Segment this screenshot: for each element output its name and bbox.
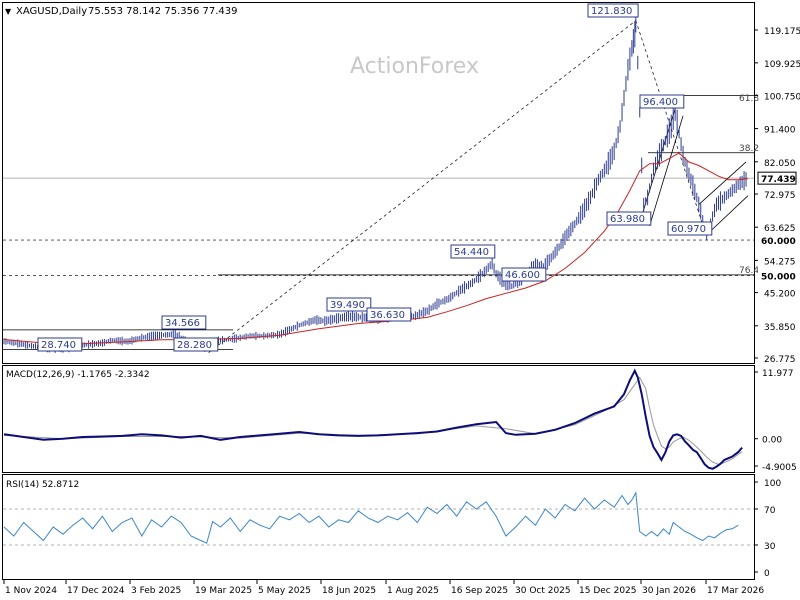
price-annotations: 121.830 96.400 63.980 60.970 54.440 46.600 39.… [37, 3, 713, 352]
annotation-label: 39.490 [326, 297, 372, 312]
channel-line-d [698, 161, 747, 205]
rsi-axis-label: 70 [764, 506, 776, 516]
level-tag-50-box [758, 269, 796, 282]
annotation-text: 28.740 [41, 340, 76, 351]
level-tag-50-text: 50.000 [761, 273, 796, 283]
price-panel: 121.830 96.400 63.980 60.970 54.440 46.600 39.… [3, 3, 759, 353]
macd-panel: MACD(12,26,9) -1.1765 -2.3342 [3, 368, 743, 470]
annotation-text: 60.970 [671, 224, 706, 235]
x-axis-label: 16 Sep 2025 [451, 586, 508, 596]
macd-title: MACD(12,26,9) -1.1765 -2.3342 [6, 370, 150, 380]
annotation-box [450, 244, 496, 259]
annotation-text: 96.400 [643, 97, 678, 108]
annotation-label: 28.280 [173, 337, 219, 352]
header-ohlc: 75.553 78.142 75.356 77.439 [88, 6, 238, 17]
price-axis-label: 54.275 [764, 257, 796, 267]
header-symbol: XAGUSD,Daily [16, 6, 87, 17]
panel-frames [2, 2, 755, 580]
annotation-text: 34.566 [165, 318, 200, 329]
price-axis-label: 119.175 [764, 27, 800, 37]
fib-label-76: 76.4 [739, 266, 759, 276]
annotation-box [173, 337, 219, 352]
x-axis-label: 3 Feb 2025 [131, 586, 181, 596]
x-axis-label: 17 Mar 2026 [707, 586, 764, 596]
trend-dashed-down [635, 20, 708, 237]
annotation-label: 96.400 [639, 94, 685, 109]
level-tag-60-text: 60.000 [761, 237, 796, 247]
annotation-text: 28.280 [177, 340, 212, 351]
x-axis-label: 18 Jun 2025 [322, 586, 376, 596]
macd-main-line [3, 368, 743, 470]
price-axis-label: 72.975 [764, 191, 796, 201]
rsi-line [3, 491, 739, 544]
rsi-axis-label: 30 [764, 542, 776, 552]
channel-line-c [706, 195, 749, 236]
annotation-text: 46.600 [505, 270, 540, 281]
axis-labels: 119.175 109.925 100.750 91.400 82.050 72.975 6… [3, 27, 800, 596]
rsi-panel-frame [2, 474, 755, 580]
price-axis-label: 63.625 [764, 224, 796, 234]
header-arrow-icon: ▼ [5, 7, 12, 16]
x-axis-label: 19 Mar 2025 [195, 586, 252, 596]
annotation-label: 36.630 [366, 307, 412, 322]
price-axis-label: 26.775 [764, 355, 796, 365]
annotation-label: 60.970 [667, 221, 713, 236]
annotation-box [606, 211, 652, 226]
annotation-text: 36.630 [370, 310, 405, 321]
annotation-text: 121.830 [591, 6, 632, 17]
channel-line-b [649, 115, 684, 227]
price-axis-label: 35.850 [764, 323, 796, 333]
annotation-label: 63.980 [606, 211, 652, 226]
x-axis-label: 1 Nov 2024 [5, 586, 57, 596]
fib-label-38: 38.2 [739, 144, 759, 154]
annotation-text: 54.440 [454, 247, 489, 258]
annotation-text: 39.490 [330, 300, 365, 311]
annotation-box [37, 337, 83, 352]
price-axis-label: 91.400 [764, 126, 796, 136]
annotation-label: 54.440 [450, 244, 496, 259]
annotation-box [366, 307, 412, 322]
level-tag-60-box [758, 234, 796, 247]
x-axis-label: 30 Jan 2026 [642, 586, 696, 596]
rsi-axis-label: 0 [764, 569, 770, 579]
x-axis-label: 15 Dec 2025 [579, 586, 637, 596]
price-axis-label: 82.050 [764, 159, 796, 169]
annotation-box [667, 221, 713, 236]
annotation-box [161, 315, 207, 330]
annotation-label: 121.830 [587, 3, 639, 18]
macd-panel-frame [2, 365, 755, 473]
price-axis-label: 109.925 [764, 60, 800, 70]
chart-header: ▼ XAGUSD,Daily 75.553 78.142 75.356 77.4… [5, 6, 238, 17]
macd-signal-line [3, 376, 743, 465]
macd-axis-label: 11.977 [762, 369, 794, 379]
x-axis-label: 17 Dec 2024 [67, 586, 125, 596]
annotation-box [501, 267, 547, 282]
current-price-tag-border [757, 171, 797, 185]
rsi-title: RSI(14) 52.8712 [6, 480, 79, 490]
trend-dashed-up [208, 20, 637, 353]
x-axis-label: 1 Aug 2025 [387, 586, 439, 596]
rsi-panel: RSI(14) 52.8712 [3, 480, 754, 546]
price-axis-label: 100.750 [764, 92, 800, 102]
annotation-label: 34.566 [161, 315, 207, 330]
rsi-axis-label: 100 [764, 479, 781, 489]
x-axis-label: 30 Oct 2025 [515, 586, 571, 596]
annotation-box [639, 94, 685, 109]
fib-label-61: 61.8 [739, 94, 759, 104]
macd-axis-label: -4.9005 [762, 463, 797, 473]
price-axis-label: 45.200 [764, 290, 796, 300]
macd-axis-label: 0.00 [762, 436, 782, 446]
x-axis-label: 5 May 2025 [258, 586, 311, 596]
annotation-label: 46.600 [501, 267, 547, 282]
price-panel-frame [2, 2, 755, 364]
annotation-box [326, 297, 372, 312]
current-price-tag-text: 77.439 [761, 175, 796, 185]
annotation-box [587, 3, 639, 18]
current-price-tag-box [758, 172, 796, 185]
watermark-text: ActionForex [350, 54, 479, 79]
annotation-text: 63.980 [610, 214, 645, 225]
annotation-label: 28.740 [37, 337, 83, 352]
